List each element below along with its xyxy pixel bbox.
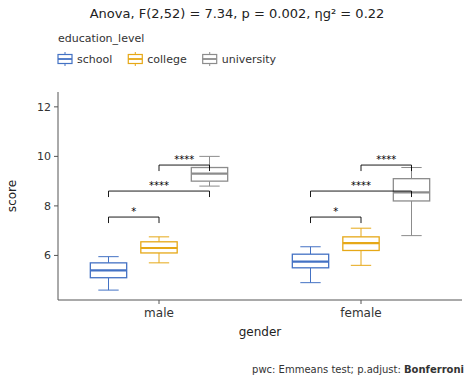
legend-swatch xyxy=(128,55,142,64)
y-tick-label: 6 xyxy=(44,249,51,262)
x-tick-label: male xyxy=(144,306,174,320)
whisker-cap xyxy=(149,262,169,263)
whisker-cap xyxy=(199,156,219,157)
legend: education_levelschool college university xyxy=(58,32,277,66)
significance-label: **** xyxy=(351,180,371,191)
legend-swatch xyxy=(203,55,217,64)
whisker-cap xyxy=(300,282,320,283)
whisker-cap xyxy=(98,256,118,257)
box xyxy=(141,242,177,253)
significance-bracket xyxy=(311,217,362,223)
whisker xyxy=(108,278,109,290)
significance-label: * xyxy=(131,206,136,217)
median xyxy=(90,269,126,271)
box xyxy=(393,179,429,201)
whisker-cap xyxy=(98,290,118,291)
significance-bracket xyxy=(361,165,412,171)
title: Anova, F(2,52) = 7.34, p = 0.002, ηg² = … xyxy=(90,6,385,21)
legend-label: college xyxy=(147,53,187,66)
y-tick xyxy=(54,255,58,256)
median xyxy=(292,261,328,263)
y-tick-label: 8 xyxy=(44,200,51,213)
whisker xyxy=(209,181,210,186)
whisker-cap xyxy=(300,246,320,247)
legend-label: school xyxy=(77,53,112,66)
whisker xyxy=(361,250,362,265)
significance-bracket xyxy=(311,191,412,197)
median xyxy=(141,247,177,249)
significance-label: * xyxy=(333,206,338,217)
y-tick xyxy=(54,156,58,157)
legend-label: university xyxy=(222,53,277,66)
footer-bold: Bonferroni xyxy=(404,364,464,375)
whisker xyxy=(108,257,109,263)
whisker xyxy=(310,268,311,283)
legend-title: education_level xyxy=(58,32,144,45)
x-tick-label: female xyxy=(340,306,381,320)
legend-swatch xyxy=(58,58,72,60)
x-axis xyxy=(58,300,462,301)
whisker xyxy=(310,247,311,254)
median xyxy=(343,242,379,244)
whisker-cap xyxy=(351,228,371,229)
x-tick xyxy=(361,300,362,304)
box xyxy=(343,237,379,251)
y-tick xyxy=(54,106,58,107)
y-tick-label: 12 xyxy=(37,101,51,114)
significance-label: **** xyxy=(174,154,194,165)
whisker-cap xyxy=(149,236,169,237)
y-axis xyxy=(58,92,59,300)
whisker xyxy=(159,253,160,263)
significance-bracket xyxy=(109,191,210,197)
y-axis-label: score xyxy=(5,180,19,212)
significance-bracket xyxy=(109,217,160,223)
box xyxy=(292,254,328,268)
whisker-cap xyxy=(401,235,421,236)
whisker xyxy=(411,201,412,236)
chart: Anova, F(2,52) = 7.34, p = 0.002, ηg² = … xyxy=(0,0,474,379)
whisker-cap xyxy=(351,265,371,266)
footer: pwc: Emmeans test; p.adjust: Bonferroni xyxy=(252,364,464,375)
y-tick-label: 10 xyxy=(37,150,51,163)
whisker xyxy=(361,228,362,237)
significance-label: **** xyxy=(149,180,169,191)
whisker-cap xyxy=(199,186,219,187)
whisker xyxy=(159,237,160,242)
box xyxy=(90,263,126,278)
y-tick xyxy=(54,205,58,206)
legend-swatch xyxy=(58,55,72,64)
legend-swatch xyxy=(128,58,142,60)
legend-swatch xyxy=(203,58,217,60)
footer-text: pwc: Emmeans test; p.adjust: xyxy=(252,364,404,375)
x-tick xyxy=(159,300,160,304)
median xyxy=(191,173,227,175)
significance-label: **** xyxy=(376,154,396,165)
significance-bracket xyxy=(159,165,210,171)
plot-area xyxy=(90,156,429,290)
x-axis-label: gender xyxy=(239,325,282,339)
